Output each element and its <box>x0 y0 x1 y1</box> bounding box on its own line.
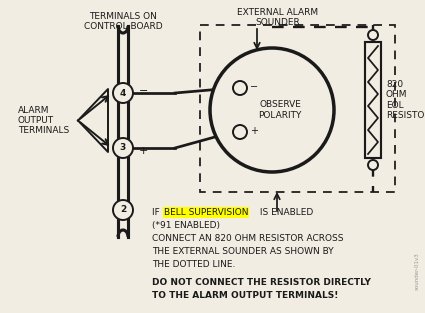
Text: EXTERNAL ALARM
SOUNDER: EXTERNAL ALARM SOUNDER <box>238 8 319 28</box>
Text: −: − <box>139 86 148 96</box>
Text: IS ENABLED: IS ENABLED <box>257 208 313 217</box>
Circle shape <box>368 30 378 40</box>
Text: OBSERVE
POLARITY: OBSERVE POLARITY <box>258 100 302 120</box>
Text: +: + <box>250 126 258 136</box>
Text: 820
OHM
EOL
RESISTOR: 820 OHM EOL RESISTOR <box>386 80 425 120</box>
Circle shape <box>113 83 133 103</box>
Circle shape <box>368 160 378 170</box>
Text: 2: 2 <box>120 206 126 214</box>
Text: THE EXTERNAL SOUNDER AS SHOWN BY: THE EXTERNAL SOUNDER AS SHOWN BY <box>152 247 334 256</box>
Circle shape <box>113 138 133 158</box>
Text: IF: IF <box>152 208 163 217</box>
Bar <box>365 42 381 158</box>
Text: sounder-01v3: sounder-01v3 <box>415 252 420 290</box>
Text: TERMINALS ON
CONTROL BOARD: TERMINALS ON CONTROL BOARD <box>84 12 162 31</box>
Text: −: − <box>250 82 258 92</box>
Text: TO THE ALARM OUTPUT TERMINALS!: TO THE ALARM OUTPUT TERMINALS! <box>152 291 338 300</box>
Circle shape <box>113 200 133 220</box>
Text: THE DOTTED LINE.: THE DOTTED LINE. <box>152 260 235 269</box>
Text: ALARM
OUTPUT
TERMINALS: ALARM OUTPUT TERMINALS <box>18 105 69 136</box>
Text: BELL SUPERVISION: BELL SUPERVISION <box>164 208 249 217</box>
Circle shape <box>233 125 247 139</box>
Bar <box>200 25 395 192</box>
Circle shape <box>233 81 247 95</box>
Text: 3: 3 <box>120 143 126 152</box>
Text: DO NOT CONNECT THE RESISTOR DIRECTLY: DO NOT CONNECT THE RESISTOR DIRECTLY <box>152 278 371 287</box>
Text: 4: 4 <box>120 89 126 98</box>
Text: (*91 ENABLED): (*91 ENABLED) <box>152 221 220 230</box>
Text: +: + <box>139 146 148 156</box>
Text: CONNECT AN 820 OHM RESISTOR ACROSS: CONNECT AN 820 OHM RESISTOR ACROSS <box>152 234 343 243</box>
Circle shape <box>210 48 334 172</box>
